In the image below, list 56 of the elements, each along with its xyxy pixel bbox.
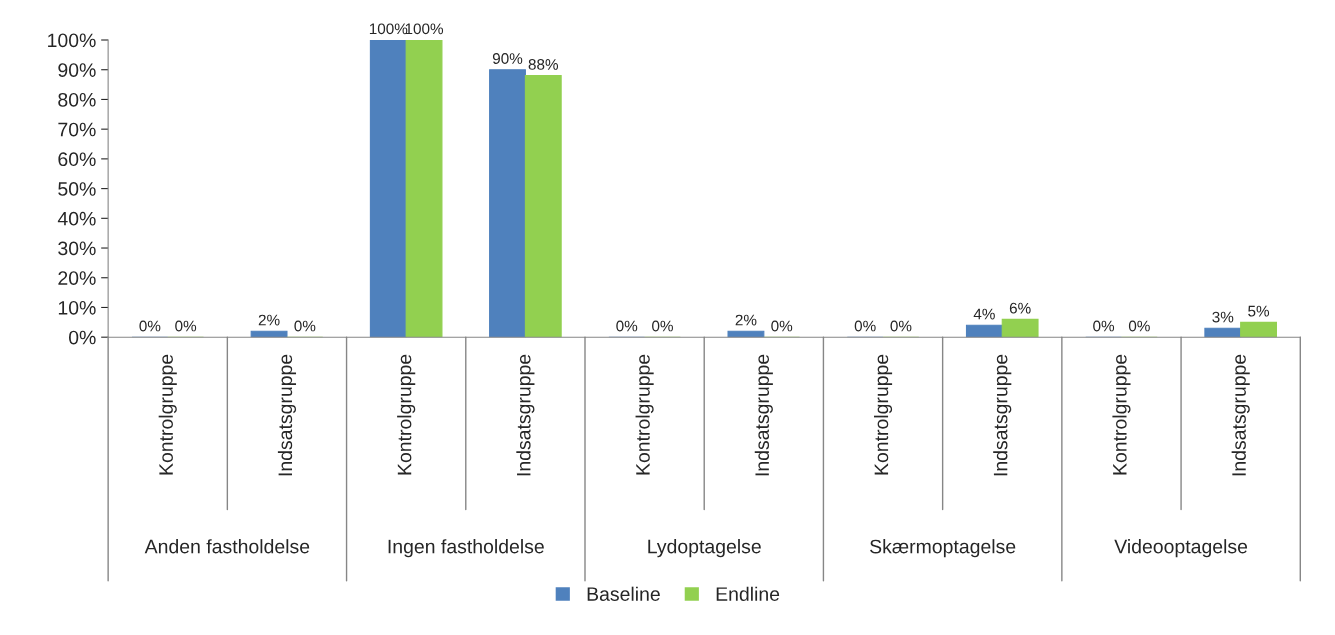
- data-label: 0%: [616, 320, 638, 332]
- y-tick-label: 70%: [58, 122, 96, 137]
- y-tick-label: 50%: [58, 182, 96, 196]
- y-tick-label: 20%: [58, 271, 96, 285]
- x-tick-label: Indsatsgruppe: [277, 354, 297, 476]
- data-label: 0%: [294, 320, 316, 332]
- data-label: 6%: [1009, 302, 1031, 314]
- legend-label: Baseline: [587, 586, 660, 601]
- x-tick-label: Kontrolgruppe: [635, 354, 654, 475]
- bar: [727, 330, 765, 338]
- y-tick-label: 80%: [58, 92, 96, 107]
- bar: [965, 324, 1003, 338]
- legend-label: Endline: [716, 586, 780, 601]
- x-tick-label: Kontrolgruppe: [397, 354, 416, 475]
- text: Skærmoptagelse: [870, 539, 1016, 558]
- y-tick-label: 0%: [68, 330, 96, 345]
- text: Lydoptagelse: [648, 539, 761, 558]
- bar: [1240, 321, 1278, 338]
- bar: [489, 69, 526, 338]
- data-label: 0%: [652, 320, 673, 332]
- text: Videooptagelse: [1114, 539, 1248, 558]
- x-tick-label: Indsatsgruppe: [1231, 354, 1250, 476]
- data-label: 0%: [1128, 320, 1150, 332]
- y-tick-label: 40%: [57, 211, 96, 226]
- y-tick-label: 60%: [58, 152, 96, 167]
- text: Ingen fastholdelse: [388, 539, 544, 558]
- data-label: 88%: [528, 59, 559, 70]
- data-label: 0%: [139, 320, 161, 332]
- data-label: 0%: [890, 320, 912, 332]
- x-tick-label: Kontrolgruppe: [1112, 354, 1131, 475]
- data-label: 4%: [973, 308, 995, 320]
- data-label: 3%: [1212, 311, 1234, 323]
- x-tick-label: Indsatsgruppe: [516, 354, 535, 476]
- y-tick-label: 10%: [58, 300, 96, 315]
- bar: [1001, 318, 1039, 338]
- y-tick-label: 100%: [48, 33, 96, 48]
- data-label: 0%: [1093, 320, 1115, 332]
- y-tick-label: 90%: [58, 63, 96, 77]
- bar: [405, 40, 443, 338]
- data-label: 0%: [854, 320, 876, 332]
- bar: [250, 330, 288, 338]
- x-tick-label: Kontrolgruppe: [158, 354, 177, 475]
- data-label: 90%: [492, 53, 523, 64]
- bar: [369, 40, 407, 338]
- data-label: 2%: [258, 314, 280, 326]
- bar: [524, 75, 562, 338]
- bar: [1204, 327, 1242, 338]
- data-label: 0%: [175, 320, 197, 332]
- x-tick-label: Indsatsgruppe: [993, 354, 1012, 476]
- x-tick-label: Kontrolgruppe: [873, 354, 893, 475]
- data-label: 0%: [771, 320, 793, 332]
- data-label: 5%: [1248, 305, 1270, 317]
- data-label: 2%: [735, 314, 757, 326]
- text: Anden fastholdelse: [144, 539, 310, 554]
- x-tick-label: Indsatsgruppe: [754, 354, 773, 476]
- y-tick-label: 30%: [58, 241, 96, 256]
